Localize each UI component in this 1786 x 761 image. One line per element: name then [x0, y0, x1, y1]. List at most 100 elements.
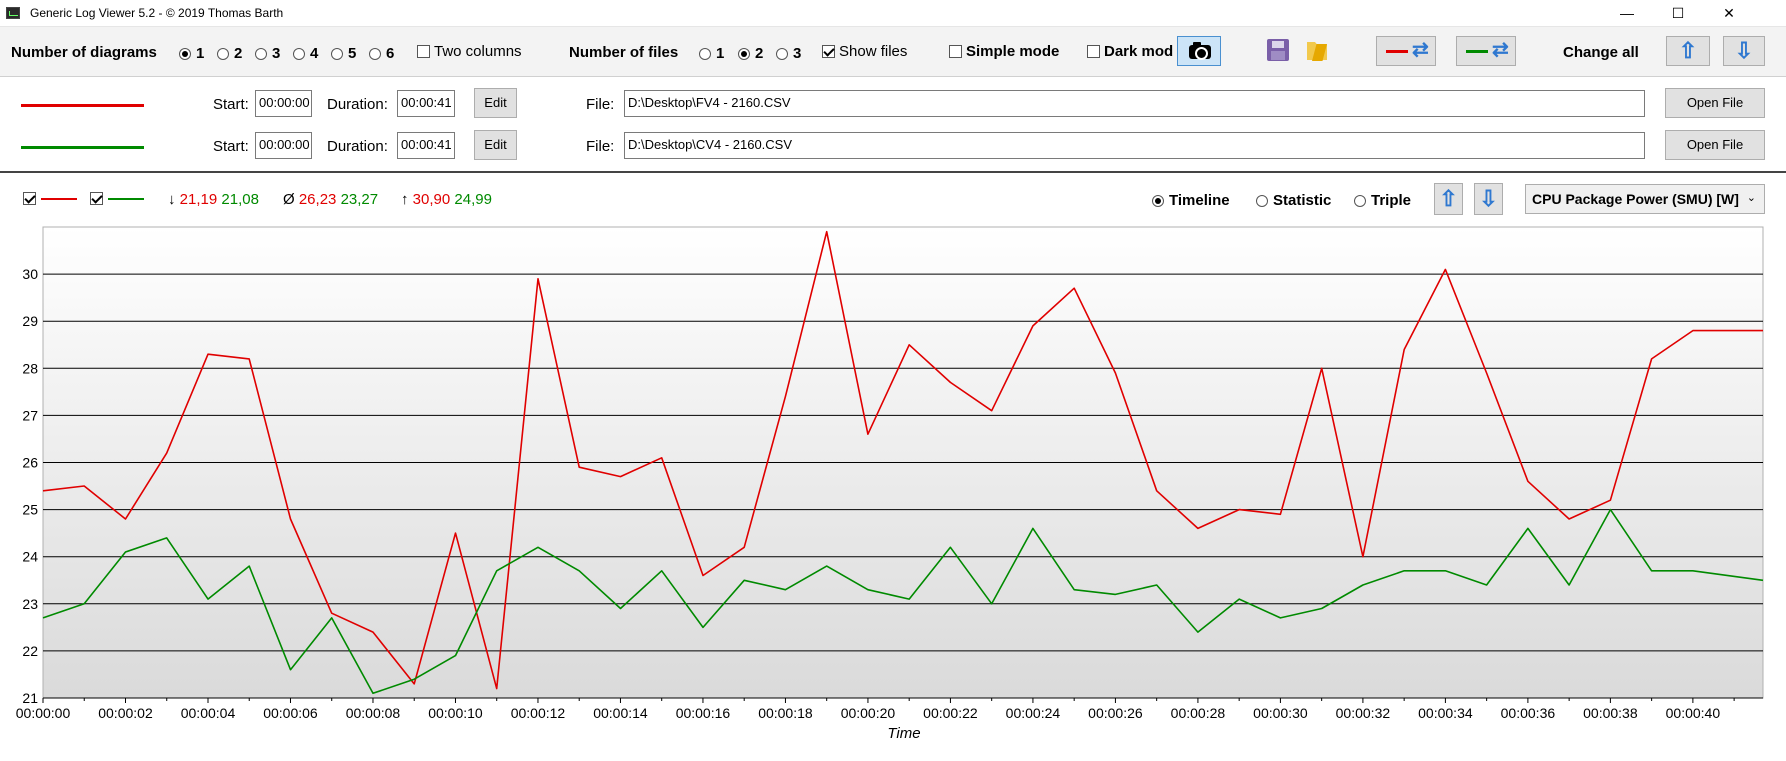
sensor-select-value: CPU Package Power (SMU) [W] [1532, 191, 1739, 207]
green-line-icon [1466, 50, 1488, 53]
file1-duration-input[interactable]: 00:00:41 [397, 90, 455, 117]
radio-circle [255, 47, 267, 60]
arrow-up-icon: ⇧ [1678, 38, 1698, 63]
save-button[interactable] [1263, 36, 1293, 66]
radio-circle [217, 47, 229, 60]
file2-start-label: Start: [213, 138, 249, 155]
max-arrow-icon: ↑ [401, 191, 409, 208]
view-radio-timeline[interactable]: Timeline [1152, 192, 1230, 209]
x-tick-label-20: 00:00:40 [1666, 705, 1721, 721]
window-title: Generic Log Viewer 5.2 - © 2019 Thomas B… [30, 6, 284, 20]
x-tick-label-13: 00:00:26 [1088, 705, 1143, 721]
toolbar: Number of diagrams 1 2 3 4 5 6 Two colum… [0, 27, 1786, 77]
x-tick-label-15: 00:00:30 [1253, 705, 1308, 721]
radio-circle [699, 47, 711, 60]
minimize-button[interactable]: — [1620, 5, 1634, 21]
file1-start-label: Start: [213, 96, 249, 113]
sensor-select[interactable]: CPU Package Power (SMU) [W] ⌄ [1525, 184, 1765, 214]
x-tick-label-19: 00:00:38 [1583, 705, 1638, 721]
series-line-1 [42, 230, 1763, 690]
view-radio-statistic[interactable]: Statistic [1256, 192, 1331, 209]
file1-start-input[interactable]: 00:00:00 [255, 90, 312, 117]
radio-circle [1152, 194, 1164, 207]
file1-edit-button[interactable]: Edit [474, 88, 517, 118]
diagrams-radio-6[interactable]: 6 [369, 45, 394, 62]
open-folder-button[interactable] [1302, 36, 1332, 66]
max-red-value: 30,90 [412, 191, 451, 208]
series2-legend-line [108, 198, 144, 200]
move-down-button[interactable]: ⇩ [1723, 36, 1765, 66]
diagrams-radio-3[interactable]: 3 [255, 45, 280, 62]
red-line-icon [1386, 50, 1408, 53]
diagrams-radio-4[interactable]: 4 [293, 45, 318, 62]
x-axis-title: Time [887, 725, 921, 742]
diagrams-radio-1[interactable]: 1 [179, 45, 204, 62]
file2-duration-input[interactable]: 00:00:41 [397, 132, 455, 159]
show-files-checkbox[interactable]: Show files [822, 43, 907, 60]
swap-green-button[interactable]: ⇄ [1456, 36, 1516, 66]
min-arrow-icon: ↓ [168, 191, 176, 208]
dark-mode-checkbox[interactable]: Dark mod [1087, 43, 1173, 60]
file2-start-input[interactable]: 00:00:00 [255, 132, 312, 159]
file2-edit-button[interactable]: Edit [474, 130, 517, 160]
x-tick-label-1: 00:00:02 [98, 705, 153, 721]
radio-circle [293, 47, 305, 60]
camera-icon [1189, 42, 1211, 60]
floppy-disk-icon [1267, 39, 1289, 61]
simple-mode-checkbox[interactable]: Simple mode [949, 43, 1059, 60]
file1-duration-label: Duration: [327, 96, 388, 113]
screenshot-button[interactable] [1177, 36, 1221, 66]
radio-circle [776, 47, 788, 60]
x-tick-label-3: 00:00:06 [263, 705, 318, 721]
refresh-icon: ⇄ [1412, 39, 1429, 61]
move-up-button[interactable]: ⇧ [1666, 36, 1710, 66]
checkbox-box [1087, 45, 1100, 58]
chart-svg: 21 22 23 24 25 26 27 28 29 30 00:00:00 00:00:02 00:0… [16, 226, 1764, 721]
file2-color-line [21, 146, 144, 149]
y-tick-label-23: 23 [22, 596, 38, 612]
avg-green-value: 23,27 [340, 191, 379, 208]
files-radio-1[interactable]: 1 [699, 45, 724, 62]
close-button[interactable]: ✕ [1723, 5, 1735, 21]
series2-visible-checkbox[interactable] [90, 192, 103, 205]
x-tick-label-16: 00:00:32 [1336, 705, 1391, 721]
files-radio-3[interactable]: 3 [776, 45, 801, 62]
file1-open-file-button[interactable]: Open File [1665, 88, 1765, 118]
x-tick-label-6: 00:00:12 [511, 705, 566, 721]
file1-path-input[interactable]: D:\Desktop\FV4 - 2160.CSV [624, 90, 1645, 117]
files-radio-2[interactable]: 2 [738, 45, 763, 62]
files-label: Number of files [569, 44, 679, 61]
view-radio-triple[interactable]: Triple [1354, 192, 1411, 209]
y-tick-label-25: 25 [22, 502, 38, 518]
file2-open-file-button[interactable]: Open File [1665, 130, 1765, 160]
radio-circle [369, 47, 381, 60]
series-line-2 [42, 508, 1764, 695]
radio-circle [1256, 194, 1268, 207]
swap-red-button[interactable]: ⇄ [1376, 36, 1436, 66]
radio-circle [1354, 194, 1366, 207]
series1-visible-checkbox[interactable] [23, 192, 36, 205]
radio-circle [179, 47, 191, 60]
sensor-up-button[interactable]: ⇧ [1434, 183, 1463, 215]
stats-bar: ↓ 21,19 21,08 Ø 26,23 23,27 ↑ 30,90 24,9… [0, 175, 1786, 225]
maximize-button[interactable]: ☐ [1671, 5, 1685, 21]
checkbox-box [949, 45, 962, 58]
avg-symbol-icon: Ø [283, 191, 295, 208]
checkbox-box [822, 45, 835, 58]
y-tick-label-22: 22 [22, 643, 38, 659]
radio-circle [738, 47, 750, 60]
max-green-value: 24,99 [454, 191, 492, 208]
y-tick-label-28: 28 [22, 360, 38, 376]
min-stat: ↓ 21,19 21,08 [168, 191, 259, 208]
y-tick-label-21: 21 [22, 690, 38, 706]
diagrams-radio-5[interactable]: 5 [331, 45, 356, 62]
two-columns-checkbox[interactable]: Two columns [417, 43, 522, 60]
diagrams-radio-2[interactable]: 2 [217, 45, 242, 62]
diagrams-label: Number of diagrams [11, 44, 157, 61]
file2-path-input[interactable]: D:\Desktop\CV4 - 2160.CSV [624, 132, 1645, 159]
x-tick-label-2: 00:00:04 [181, 705, 236, 721]
sensor-down-button[interactable]: ⇩ [1474, 183, 1503, 215]
arrow-down-icon: ⇩ [1479, 186, 1498, 211]
x-tick-label-14: 00:00:28 [1171, 705, 1226, 721]
avg-red-value: 26,23 [298, 191, 337, 208]
